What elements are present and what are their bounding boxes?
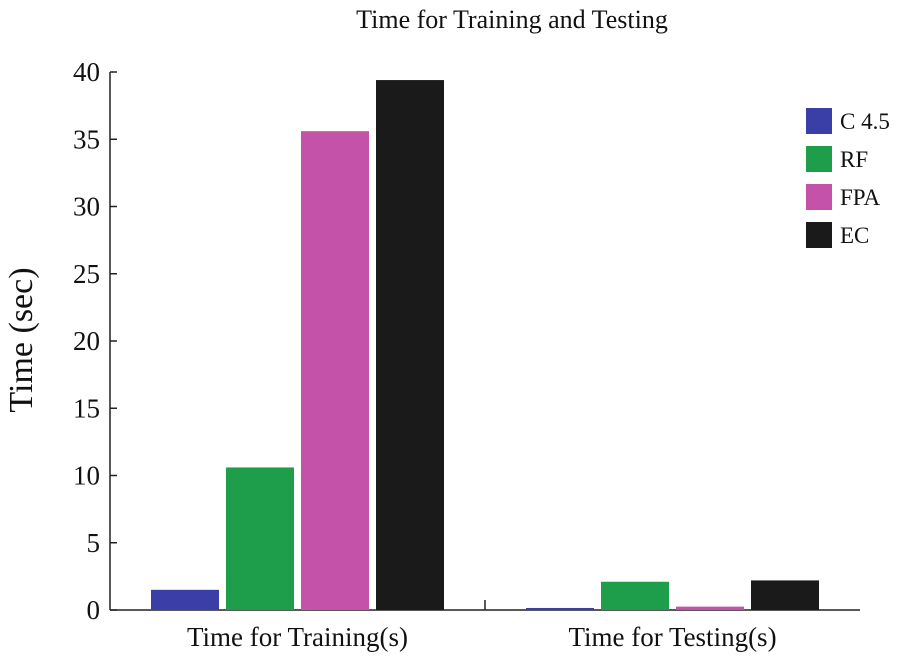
y-tick-label: 0 [87, 595, 101, 625]
axes [109, 72, 860, 611]
x-category-label: Time for Training(s) [187, 622, 408, 652]
y-tick-label: 40 [73, 57, 100, 87]
y-tick-label: 10 [73, 461, 100, 491]
y-tick-label: 5 [87, 528, 101, 558]
y-tick-label: 35 [73, 124, 100, 154]
bars [151, 80, 819, 610]
x-category-label: Time for Testing(s) [568, 622, 776, 652]
bar-fpa-1 [676, 606, 744, 610]
bar-rf-0 [226, 467, 294, 610]
legend-label: RF [840, 147, 868, 172]
y-tick-label: 20 [73, 326, 100, 356]
bar-c-4-5-1 [526, 607, 594, 610]
legend-swatch [806, 184, 832, 210]
y-tick-label: 25 [73, 259, 100, 289]
legend-swatch [806, 108, 832, 134]
bar-ec-0 [376, 80, 444, 610]
legend-swatch [806, 146, 832, 172]
legend-label: EC [840, 223, 869, 248]
y-tick-label: 30 [73, 192, 100, 222]
bar-c-4-5-0 [151, 589, 219, 610]
legend-label: C 4.5 [840, 109, 890, 134]
chart-title: Time for Training and Testing [356, 5, 668, 34]
y-tick-label: 15 [73, 393, 100, 423]
y-axis-ticks: 0 5 10 15 20 25 30 35 40 [73, 57, 117, 625]
x-axis-labels: Time for Training(s) Time for Testing(s) [187, 600, 777, 652]
legend-swatch [806, 222, 832, 248]
legend-label: FPA [840, 185, 880, 210]
bar-fpa-0 [301, 131, 369, 610]
bar-rf-1 [601, 581, 669, 610]
legend: C 4.5 RF FPA EC [806, 108, 890, 248]
y-axis-label: Time (sec) [3, 267, 40, 412]
bar-ec-1 [751, 580, 819, 610]
